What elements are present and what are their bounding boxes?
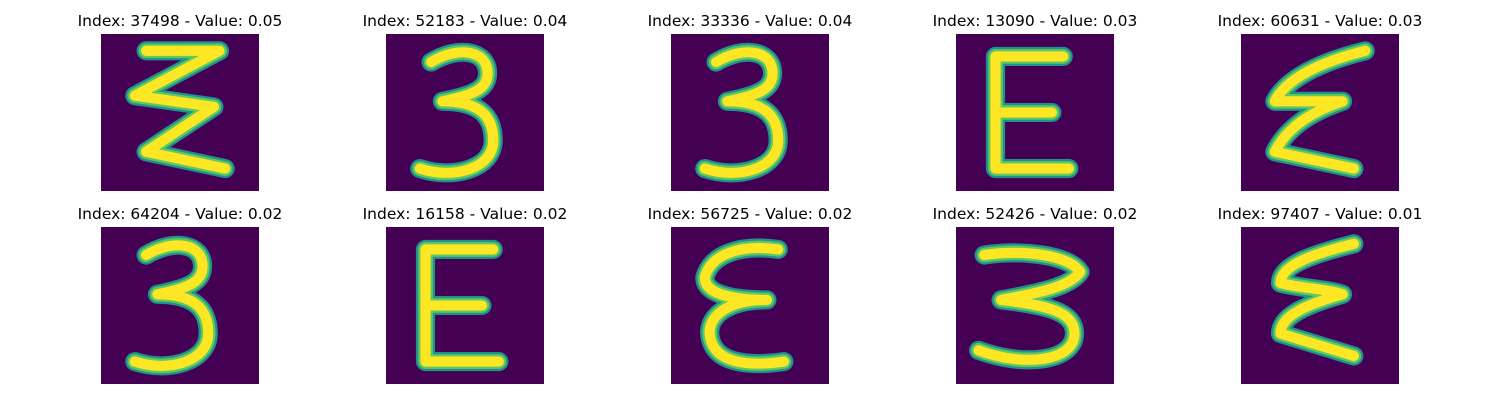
digit-image <box>101 227 259 384</box>
panel-title: Index: 37498 - Value: 0.05 <box>77 12 283 30</box>
glyph-stroke-core <box>973 247 1086 365</box>
grid-panel: Index: 64204 - Value: 0.02 <box>60 203 300 384</box>
grid-panel: Index: 33336 - Value: 0.04 <box>630 10 870 191</box>
digit-image <box>956 227 1114 384</box>
digit-image <box>101 34 259 191</box>
grid-panel: Index: 97407 - Value: 0.01 <box>1200 203 1440 384</box>
digit-image <box>386 227 544 384</box>
glyph-stroke-core <box>990 51 1074 174</box>
panel-title: Index: 60631 - Value: 0.03 <box>1217 12 1423 30</box>
panel-title: Index: 52426 - Value: 0.02 <box>932 205 1138 223</box>
grid-panel: Index: 13090 - Value: 0.03 <box>915 10 1155 191</box>
glyph-stroke-core <box>129 240 214 371</box>
grid-panel: Index: 52426 - Value: 0.02 <box>915 203 1155 384</box>
glyph-stroke-core <box>414 47 499 178</box>
digit-image <box>956 34 1114 191</box>
panel-title: Index: 16158 - Value: 0.02 <box>362 205 568 223</box>
panel-title: Index: 64204 - Value: 0.02 <box>77 205 283 223</box>
grid-panel: Index: 60631 - Value: 0.03 <box>1200 10 1440 191</box>
digit-image <box>671 227 829 384</box>
panel-title: Index: 52183 - Value: 0.04 <box>362 12 568 30</box>
digit-image <box>671 34 829 191</box>
grid-panel: Index: 37498 - Value: 0.05 <box>60 10 300 191</box>
digit-image <box>386 34 544 191</box>
grid-panel: Index: 52183 - Value: 0.04 <box>345 10 585 191</box>
glyph-stroke-core <box>1275 238 1359 362</box>
glyph-stroke-core <box>129 45 231 174</box>
panel-title: Index: 13090 - Value: 0.03 <box>932 12 1138 30</box>
digit-image <box>1241 227 1399 384</box>
grid-panel: Index: 16158 - Value: 0.02 <box>345 203 585 384</box>
glyph-stroke-core <box>699 242 789 369</box>
glyph-stroke-core <box>420 244 504 367</box>
grid-panel: Index: 56725 - Value: 0.02 <box>630 203 870 384</box>
glyph-stroke-core <box>699 47 784 178</box>
panel-title: Index: 56725 - Value: 0.02 <box>647 205 853 223</box>
digit-image <box>1241 34 1399 191</box>
panel-title: Index: 97407 - Value: 0.01 <box>1217 205 1423 223</box>
panel-title: Index: 33336 - Value: 0.04 <box>647 12 853 30</box>
glyph-stroke-core <box>1269 45 1371 174</box>
